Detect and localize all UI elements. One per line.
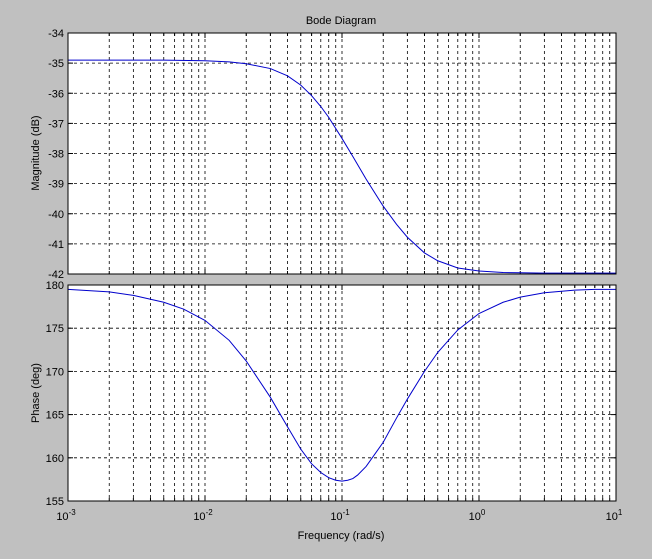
x-tick-label: 101 <box>606 508 623 523</box>
phase-plot: 155 160 165 170 175 180 Phase (deg) <box>30 280 617 508</box>
phase-y-ticks: 155 160 165 170 175 180 <box>46 280 616 508</box>
magnitude-y-tick-label: -38 <box>48 149 64 161</box>
phase-y-tick-label: 160 <box>46 453 64 465</box>
phase-y-tick-label: 155 <box>46 496 64 508</box>
magnitude-y-tick-label: -36 <box>48 88 64 100</box>
x-tick-label-base: 10 <box>606 511 618 523</box>
magnitude-y-ticks: -34 -35 -36 -37 -38 -39 -40 -41 -42 <box>48 28 616 281</box>
x-tick-label-base: 10 <box>330 511 342 523</box>
x-tick-label: 10-3 <box>56 508 76 523</box>
chart-title: Bode Diagram <box>306 15 376 27</box>
magnitude-y-tick-label: -39 <box>48 179 64 191</box>
phase-y-tick-label: 165 <box>46 410 64 422</box>
magnitude-y-tick-label: -37 <box>48 118 64 130</box>
magnitude-y-tick-label: -41 <box>48 239 64 251</box>
magnitude-plot-frame <box>67 32 617 275</box>
phase-series-line <box>67 288 616 482</box>
x-axis-label: Frequency (rad/s) <box>298 530 385 542</box>
magnitude-y-tick-label: -35 <box>48 58 64 70</box>
x-tick-label-exponent: -1 <box>343 508 351 517</box>
x-tick-label: 10-1 <box>330 508 350 523</box>
phase-y-tick-label: 175 <box>46 323 64 335</box>
magnitude-y-axis-label: Magnitude (dB) <box>30 115 42 190</box>
x-tick-label-exponent: -3 <box>69 508 77 517</box>
x-tick-label-base: 10 <box>193 511 205 523</box>
x-tick-label: 100 <box>469 508 486 523</box>
magnitude-y-tick-label: -40 <box>48 209 64 221</box>
phase-y-tick-label: 170 <box>46 366 64 378</box>
phase-y-axis-label: Phase (deg) <box>30 363 42 423</box>
magnitude-y-tick-label: -42 <box>48 269 64 281</box>
phase-plot-frame <box>67 284 617 502</box>
x-tick-label-base: 10 <box>469 511 481 523</box>
phase-y-tick-label: 180 <box>46 280 64 292</box>
magnitude-y-tick-label: -34 <box>48 28 64 40</box>
x-tick-label-exponent: 1 <box>618 508 623 517</box>
x-tick-label-base: 10 <box>56 511 68 523</box>
magnitude-grid <box>67 33 616 274</box>
x-tick-label-exponent: 0 <box>481 508 486 517</box>
x-tick-label: 10-2 <box>193 508 213 523</box>
frequency-x-ticks: 10-3 10-2 10-1 100 101 <box>56 508 623 523</box>
magnitude-plot: -34 -35 -36 -37 -38 -39 -40 -41 -42 Magnitude (d… <box>30 28 617 281</box>
x-tick-label-exponent: -2 <box>206 508 214 517</box>
magnitude-series-line <box>68 59 616 274</box>
